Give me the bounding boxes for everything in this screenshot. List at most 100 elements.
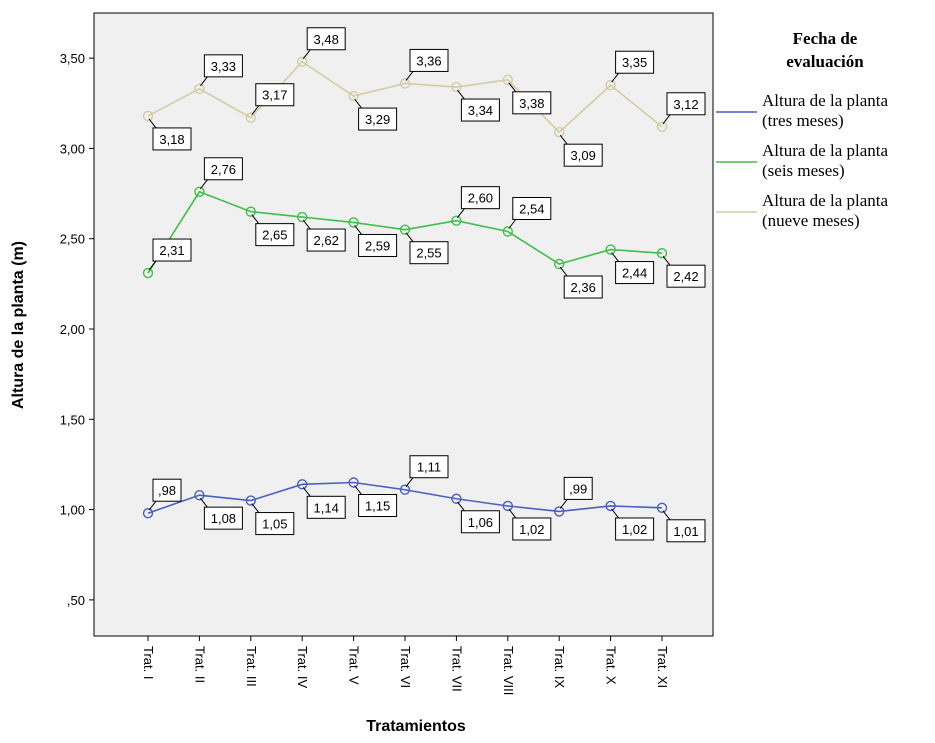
svg-text:3,29: 3,29 [365,112,390,127]
data-label: 2,44 [611,252,655,285]
data-label: 1,02 [508,508,552,541]
y-tick-label: 1,50 [60,412,85,427]
svg-text:1,02: 1,02 [519,522,544,537]
data-label: 3,38 [508,82,552,115]
data-point [656,121,668,132]
data-point [605,500,616,512]
legend-label-line1: Altura de la planta [762,191,888,210]
y-tick-label: ,50 [67,593,85,608]
data-point [297,56,308,67]
data-point [554,258,565,270]
x-axis-title: Tratamientos [366,718,466,735]
data-label: 1,11 [405,455,449,488]
data-label: 2,36 [559,266,603,299]
svg-text:1,15: 1,15 [365,499,390,514]
x-tick-label: Trat. VIII [501,646,516,695]
data-label: 1,06 [457,501,500,534]
svg-text:2,42: 2,42 [673,269,698,284]
x-tick-label: Trat. II [192,646,207,683]
x-tick-label: Trat. X [604,646,619,685]
x-tick-label: Trat. III [244,646,259,687]
series-line [147,190,663,274]
svg-text:2,59: 2,59 [365,238,390,253]
data-label: 1,15 [354,485,398,518]
svg-text:1,14: 1,14 [314,500,339,515]
data-point [194,83,205,95]
data-label: 2,42 [662,255,706,288]
data-label: 2,65 [251,214,295,247]
svg-text:,98: ,98 [158,483,176,498]
data-label: 2,31 [148,238,192,271]
y-tick-label: 2,50 [60,232,85,247]
y-tick-label: 3,50 [60,51,85,66]
legend-title-line1: Fecha de [793,29,858,48]
svg-text:2,44: 2,44 [622,266,647,281]
y-tick-label: 1,00 [60,503,85,518]
legend: Fecha de evaluación Altura de la planta(… [716,29,888,230]
data-point [502,500,513,512]
svg-text:3,38: 3,38 [519,96,544,111]
legend-title-line2: evaluación [786,52,864,71]
data-label: 3,33 [200,54,243,87]
data-label: 1,14 [302,487,346,519]
svg-text:3,09: 3,09 [571,148,596,163]
data-point [297,479,308,490]
data-point [348,217,359,228]
data-point [142,508,154,519]
y-axis: ,50 1,00 1,50 2,00 2,50 3,00 3,50 [60,51,94,608]
svg-text:3,17: 3,17 [262,88,287,103]
data-label: 2,55 [405,232,449,265]
legend-items: Altura de la planta(tres meses)Altura de… [716,91,888,230]
data-point [245,495,257,506]
legend-label-line2: (nueve meses) [762,211,860,230]
data-label: 2,54 [508,197,552,229]
data-label: 1,01 [662,510,706,543]
data-point [245,206,257,217]
series-layer [142,56,668,519]
data-label: 2,76 [200,157,243,190]
legend-entry: Altura de la planta(nueve meses) [716,191,888,230]
svg-text:2,76: 2,76 [211,162,236,177]
svg-text:2,31: 2,31 [159,243,184,258]
svg-text:1,05: 1,05 [262,517,287,532]
x-tick-label: Trat. VI [398,646,413,688]
legend-label-line1: Altura de la planta [762,141,888,160]
data-point [502,226,513,237]
data-point [194,489,205,501]
data-point [348,90,359,102]
legend-entry: Altura de la planta(seis meses) [716,141,888,180]
data-labels-layer: ,98 1,08 1,05 1,14 1,15 1,11 1,06 1,02 ,99 1,02 1,… [148,27,706,543]
legend-label-line2: (tres meses) [762,111,844,130]
data-point [502,74,513,86]
data-label: ,98 [148,478,182,511]
data-point [399,484,411,495]
data-point [399,78,411,89]
plot-area [93,12,714,637]
data-point [605,244,616,255]
x-tick-label: Trat. V [347,646,362,685]
legend-label-line1: Altura de la planta [762,91,888,110]
data-label: 3,29 [354,98,398,131]
data-point [451,81,462,93]
series-line [147,60,663,134]
svg-text:1,02: 1,02 [622,522,647,537]
data-label: 1,08 [200,497,243,530]
svg-text:1,11: 1,11 [417,460,441,475]
data-label: 2,60 [457,186,500,218]
data-point [297,211,308,223]
svg-text:3,33: 3,33 [211,59,236,74]
data-point [245,112,257,123]
svg-text:3,34: 3,34 [468,103,493,118]
svg-text:3,36: 3,36 [416,53,441,68]
svg-text:3,35: 3,35 [622,55,647,70]
data-point [348,477,359,488]
x-tick-label: Trat. VII [449,646,464,692]
y-axis-title: Altura de la planta (m) [10,241,27,409]
svg-text:2,55: 2,55 [416,246,441,261]
data-label: 1,02 [611,508,655,541]
x-tick-label: Trat. IV [295,646,310,688]
x-tick-label: Trat. I [141,646,156,679]
data-point [451,493,462,504]
data-label: 3,36 [405,48,449,81]
